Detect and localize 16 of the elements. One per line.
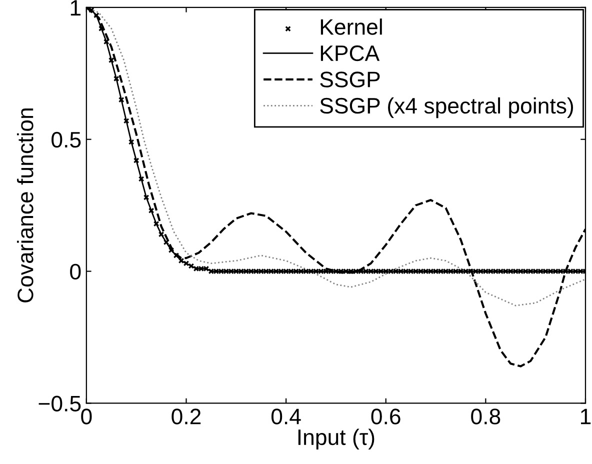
y-tick-label: 0 [70,264,81,280]
legend-label: KPCA [320,45,380,62]
y-axis-title: Covariance function [16,108,34,302]
x-tick-label: 0.8 [471,408,500,424]
x-tick-label: 0.2 [172,408,201,424]
y-tick-label: 1 [70,0,80,16]
x-tick-label: 1 [581,408,591,424]
legend-label: Kernel [320,18,382,35]
x-tick-label: 0.6 [371,408,400,424]
legend-label: SSGP [320,72,380,88]
legend-label: SSGP (x4 spectral points) [320,97,574,118]
x-tick-label: 0.4 [271,408,301,424]
y-tick-label: 0.5 [52,132,81,148]
x-axis-title: Input (τ) [298,428,374,450]
x-tick-label: 0 [81,408,92,424]
y-tick-label: −0.5 [38,396,81,412]
